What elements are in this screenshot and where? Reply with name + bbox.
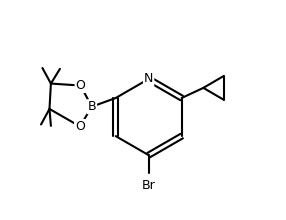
Text: Br: Br <box>142 179 156 192</box>
Text: N: N <box>144 72 153 85</box>
Text: O: O <box>76 79 86 92</box>
Text: O: O <box>75 120 85 133</box>
Text: B: B <box>88 100 96 113</box>
